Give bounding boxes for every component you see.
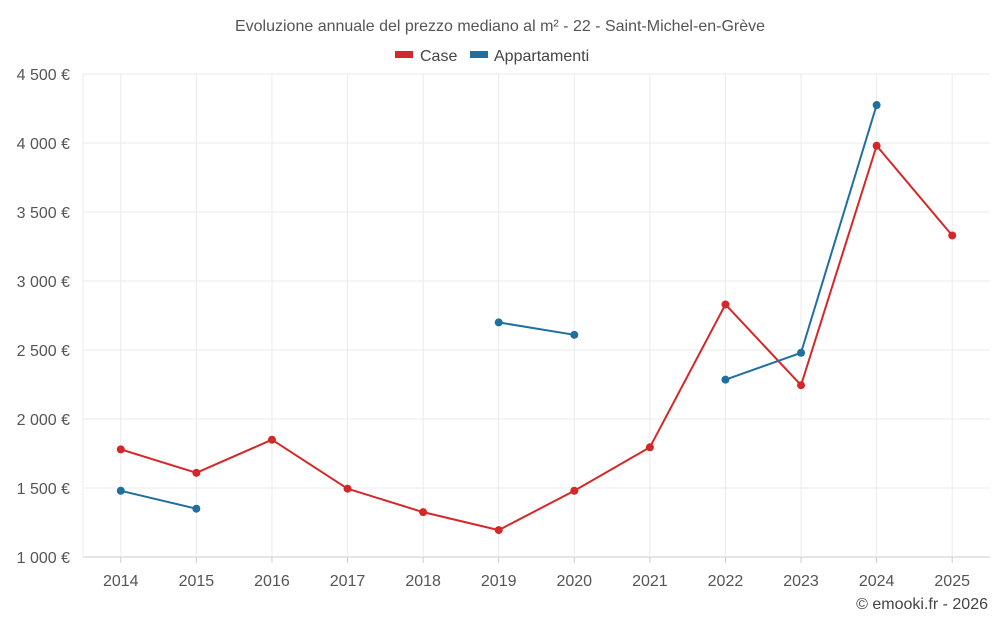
y-tick-label: 1 000 € [17,550,70,567]
y-tick-label: 3 500 € [17,205,70,222]
credit-text: © emooki.fr - 2026 [856,596,988,613]
y-tick-label: 2 500 € [17,343,70,360]
x-tick-label: 2020 [556,573,592,590]
data-point-appartamenti[interactable] [116,486,125,495]
data-point-case[interactable] [721,300,730,309]
x-tick-label: 2022 [708,573,744,590]
data-point-appartamenti[interactable] [494,318,503,327]
data-point-case[interactable] [872,141,881,150]
series-line-case [120,144,953,532]
legend-label-case[interactable]: Case [420,48,457,65]
data-point-appartamenti[interactable] [721,375,730,384]
series-layer [116,101,957,535]
data-point-appartamenti[interactable] [872,101,881,110]
x-tick-label: 2015 [179,573,215,590]
y-axis: 1 000 € 1 500 € 2 000 € 2 500 € 3 000 € 3 500… [17,67,70,567]
data-point-case[interactable] [494,526,503,535]
series-line-appartamenti [120,489,197,510]
data-point-case[interactable] [419,508,428,517]
legend-swatch-case [395,51,413,58]
y-tick-label: 2 000 € [17,412,70,429]
y-tick-label: 4 500 € [17,67,70,84]
x-tick-label: 2014 [103,573,139,590]
data-point-case[interactable] [343,484,352,493]
x-tick-label: 2023 [783,573,819,590]
grid [82,73,990,558]
x-tick-label: 2025 [934,573,970,590]
y-tick-label: 1 500 € [17,481,70,498]
x-tick-label: 2024 [859,573,895,590]
legend: Case Appartamenti [395,48,589,65]
x-axis: 2014 2015 2016 2017 2018 2019 2020 2021 2022 2023… [103,557,970,590]
data-point-case[interactable] [948,231,957,240]
data-point-case[interactable] [267,435,276,444]
data-point-case[interactable] [192,468,201,477]
data-point-case[interactable] [116,445,125,454]
data-point-appartamenti[interactable] [570,330,579,339]
data-point-case[interactable] [645,443,654,452]
y-tick-label: 4 000 € [17,136,70,153]
data-point-case[interactable] [797,381,806,390]
series-line-appartamenti [498,321,575,336]
x-tick-label: 2019 [481,573,517,590]
chart-title: Evoluzione annuale del prezzo mediano al… [235,18,765,35]
x-tick-label: 2016 [254,573,290,590]
x-tick-label: 2021 [632,573,668,590]
data-point-case[interactable] [570,486,579,495]
legend-label-appartamenti[interactable]: Appartamenti [494,48,589,65]
data-point-appartamenti[interactable] [797,348,806,357]
y-tick-label: 3 000 € [17,274,70,291]
x-tick-label: 2018 [405,573,441,590]
legend-swatch-appartamenti [470,51,488,58]
data-point-appartamenti[interactable] [192,504,201,513]
x-tick-label: 2017 [330,573,366,590]
